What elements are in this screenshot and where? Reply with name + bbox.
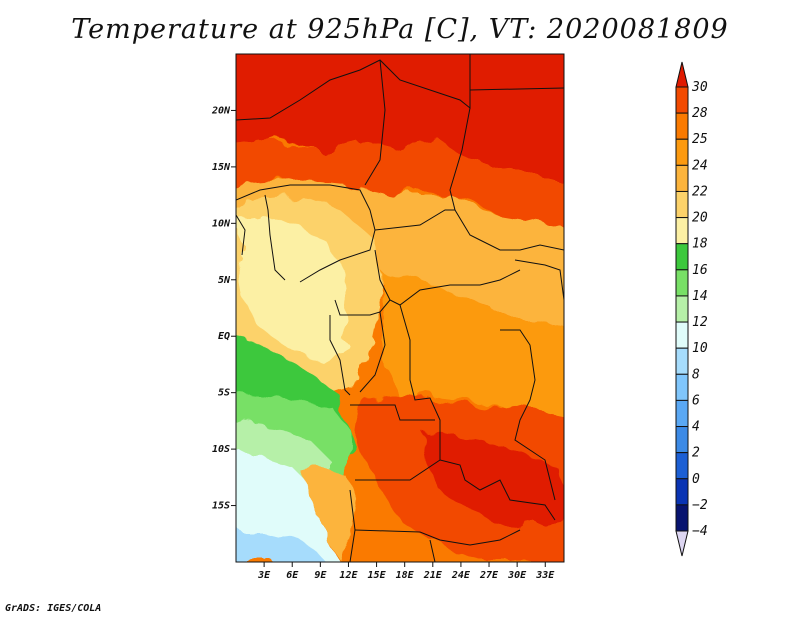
lat-tick-label: 15S <box>212 501 230 512</box>
colorbar-segment <box>675 452 689 480</box>
lat-tick-label: 5N <box>218 275 231 286</box>
colorbar-segment <box>675 373 689 401</box>
latitude-axis: 20N 15N 10N 5N EQ 5S 10S 15S <box>211 105 236 512</box>
colorbar-level-label: 24 <box>692 158 708 173</box>
colorbar-segment <box>675 190 689 219</box>
colorbar-level-label: 30 <box>691 80 708 95</box>
colorbar-segment <box>675 112 689 140</box>
colorbar-level-label: 4 <box>692 420 700 435</box>
colorbar-level-label: −2 <box>692 498 708 513</box>
colorbar-segment <box>675 295 689 323</box>
lat-tick-label: 10N <box>212 218 231 229</box>
colorbar-top-arrow <box>675 61 689 88</box>
colorbar-segment <box>675 164 689 192</box>
lat-tick-label: EQ <box>218 331 230 342</box>
colorbar-level-label: 6 <box>692 393 700 408</box>
colorbar-level-label: 16 <box>692 263 708 278</box>
colorbar-segment <box>675 86 689 114</box>
map-title: Temperature at 925hPa [C], VT: 202008180… <box>71 14 729 45</box>
lon-tick-label: 15E <box>368 570 387 581</box>
lon-tick-label: 12E <box>339 570 358 581</box>
lon-tick-label: 6E <box>286 570 299 581</box>
lon-tick-label: 9E <box>314 570 327 581</box>
lat-tick-label: 10S <box>212 444 230 455</box>
colorbar-level-label: −4 <box>692 524 708 539</box>
map-frame <box>235 53 565 563</box>
colorbar-level-label: 25 <box>692 132 708 147</box>
colorbar-level-label: 28 <box>692 106 708 121</box>
colorbar-segment <box>675 243 689 271</box>
lon-tick-label: 27E <box>479 570 499 581</box>
colorbar-segment <box>675 426 689 454</box>
country-borders <box>236 54 564 562</box>
colorbar-segment <box>675 217 689 245</box>
colorbar-segment <box>675 478 689 506</box>
colorbar-level-label: 8 <box>692 367 700 382</box>
lon-tick-label: 33E <box>535 570 555 581</box>
lat-tick-label: 5S <box>218 388 230 399</box>
longitude-axis: 3E 6E 9E 12E 15E 18E 21E 24E 27E 30E 33E <box>257 562 555 581</box>
colorbar-segment <box>675 347 689 375</box>
lon-tick-label: 18E <box>396 570 415 581</box>
colorbar-level-label: 12 <box>692 315 708 330</box>
temperature-field <box>236 54 564 562</box>
lon-tick-label: 24E <box>451 570 471 581</box>
lat-tick-label: 20N <box>211 105 231 116</box>
colorbar-level-label: 20 <box>692 211 708 226</box>
colorbar-level-label: 2 <box>692 446 700 461</box>
lat-tick-label: 15N <box>212 162 231 173</box>
colorbar-segment <box>675 138 689 166</box>
grads-credit: GrADS: IGES/COLA <box>5 603 102 614</box>
colorbar-bottom-arrow <box>675 530 689 557</box>
colorbar-level-label: 18 <box>692 237 708 252</box>
colorbar-level-label: 22 <box>692 184 708 199</box>
colorbar-level-label: 0 <box>692 472 700 487</box>
lon-tick-label: 21E <box>423 570 443 581</box>
colorbar-level-label: 14 <box>692 289 708 304</box>
colorbar-segment <box>675 321 689 349</box>
lon-tick-label: 3E <box>257 570 271 581</box>
colorbar-segment <box>675 399 689 428</box>
colorbar-level-label: 10 <box>692 341 708 356</box>
colorbar-segment <box>675 504 689 532</box>
lon-tick-label: 30E <box>507 570 527 581</box>
colorbar-segment <box>675 269 689 297</box>
